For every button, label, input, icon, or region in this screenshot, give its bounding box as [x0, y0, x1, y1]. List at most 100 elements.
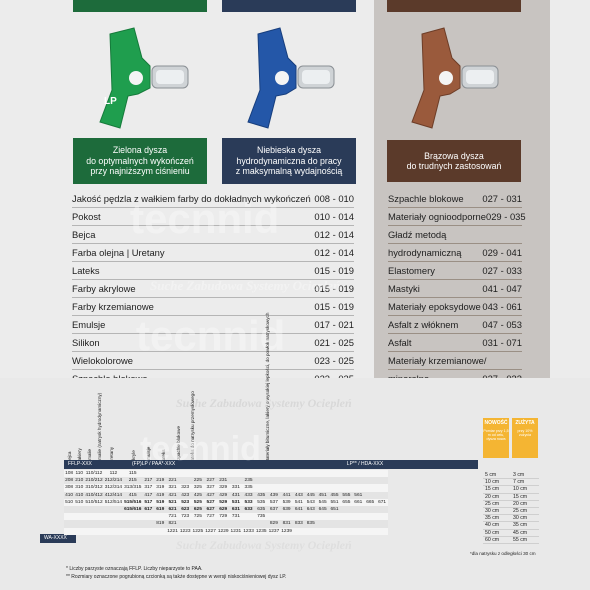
fan-width-row: 5 cm 3 cm	[483, 472, 539, 480]
table-cell: 1225	[192, 528, 204, 534]
table-cell	[179, 477, 192, 484]
table-cell: 108	[65, 471, 74, 477]
table-row: 819 821 829 831 833 835	[64, 520, 389, 528]
table-cell: 523	[181, 499, 190, 505]
table-cell	[255, 484, 268, 491]
fan-width-worn: 15 cm	[513, 493, 528, 500]
fan-width-worn: 3 cm	[513, 472, 525, 478]
table-cell: 451	[318, 492, 327, 498]
table-cell: 725	[193, 514, 202, 520]
fan-width-new: 15 cm	[485, 486, 500, 493]
fan-width-row: 60 cm 55 cm	[483, 537, 539, 544]
fan-width-note: *dla natrysku z odległości 30 cm	[470, 551, 536, 556]
application-name: Elastomery	[388, 265, 435, 276]
table-cell	[179, 520, 192, 527]
table-cell: 819	[156, 521, 165, 527]
table-cell	[74, 528, 84, 535]
table-cell: 727	[206, 514, 215, 520]
table-cell: 1231	[230, 528, 242, 534]
svg-text:LP: LP	[104, 96, 117, 107]
table-cell: 1229	[217, 528, 229, 534]
application-name: Jakość pędzla z wałkiem farby do dokładn…	[72, 193, 311, 204]
table-cell: 631	[231, 507, 240, 513]
table-cell	[64, 520, 74, 527]
caption-line: do optymalnych wykończeń	[86, 155, 194, 166]
table-cell: 661	[354, 499, 363, 505]
table-cell: 445	[306, 492, 315, 498]
table-cell: 1233	[243, 528, 254, 534]
worn-tip-title: ZUŻYTA	[515, 420, 535, 426]
table-cell: 410/412	[85, 492, 103, 498]
table-cell: 313/315	[124, 485, 142, 491]
table-cell	[352, 513, 364, 520]
table-cell: 429	[219, 492, 228, 498]
table-cell	[376, 528, 388, 535]
table-cell: 112	[109, 471, 118, 477]
table-cell: 621	[168, 507, 177, 513]
table-cell: 208	[65, 478, 74, 484]
brown-column-bar	[387, 0, 521, 12]
table-cell: 115	[128, 471, 137, 477]
table-cell	[364, 528, 376, 535]
application-name: Gładź metodą	[388, 229, 447, 240]
caption-line: hydrodynamiczna do pracy	[236, 155, 342, 166]
list-item: Farby krzemianowe 015 - 019	[72, 298, 354, 316]
table-cell	[317, 477, 329, 484]
table-cell	[317, 484, 329, 491]
table-cell: 515/516	[124, 499, 142, 505]
caption-line: z maksymalną wydajnością	[235, 166, 343, 177]
table-cell	[293, 528, 305, 535]
table-cell	[293, 513, 305, 520]
table-cell: 533	[244, 499, 253, 505]
table-cell: 327	[206, 485, 215, 491]
table-cell: 651	[330, 507, 339, 513]
table-cell: 427	[206, 492, 215, 498]
table-cell: 735	[257, 514, 266, 520]
table-cell: 325	[193, 485, 202, 491]
tip-range: 027 - 031	[482, 193, 522, 204]
table-cell	[352, 484, 364, 491]
new-tip-header: NOWOŚĆ Pomiar przy 1,5 m od celu, dysza …	[483, 418, 509, 458]
fan-width-list: 5 cm 3 cm 10 cm 7 cm 15 cm 10 cm 20 cm 15 cm 25 …	[483, 472, 539, 544]
application-name: Materiały krzemianowe/	[388, 355, 487, 366]
table-cell: 423	[181, 492, 190, 498]
table-row: 308 310 310/312 312/314 313/315 317 319 321 323 3…	[64, 484, 389, 492]
table-cell: 410	[65, 492, 74, 498]
table-cell	[192, 520, 205, 527]
table-cell	[74, 520, 84, 527]
table-cell: 729	[219, 514, 228, 520]
table-cell	[340, 520, 352, 527]
fan-width-new: 35 cm	[485, 515, 500, 522]
table-cell	[293, 477, 305, 484]
table-cell	[154, 470, 166, 477]
list-item: Asfalt z włóknem 047 - 053	[388, 316, 522, 334]
table-cell: 510/512	[85, 499, 103, 505]
table-cell	[340, 506, 352, 513]
table-cell: 671	[378, 499, 387, 505]
table-cell	[364, 470, 376, 477]
tip-range: 029 - 035	[485, 211, 526, 222]
application-list-right: Szpachle blokowe 027 - 031 Materiały ognio…	[388, 190, 526, 388]
tip-range: 027 - 033	[482, 265, 522, 276]
tip-range: 043 - 061	[482, 301, 522, 312]
table-cell: 443	[294, 492, 303, 498]
application-name: Lateks	[72, 265, 100, 276]
table-cell: 210/212	[85, 478, 103, 484]
table-cell: 555	[342, 492, 351, 498]
fan-width-new: 60 cm	[485, 536, 500, 543]
table-cell: 641	[294, 507, 303, 513]
table-cell: 319	[156, 485, 165, 491]
table-row: 108 110 110/112 112 115	[64, 470, 389, 478]
table-cell: 633	[244, 507, 253, 513]
table-cell: 310/312	[85, 485, 103, 491]
table-cell	[317, 470, 329, 477]
table-row: 1221 1223 1225 1227 1229 1231 1233 1235 1237 1239	[64, 527, 389, 535]
application-name: Materiały ognioodporne	[388, 211, 486, 222]
blue-tip-icon	[247, 27, 335, 129]
table-cell	[242, 470, 255, 477]
table-cell: 215	[128, 478, 137, 484]
table-cell: 425	[193, 492, 202, 498]
table-cell	[376, 506, 388, 513]
caption-line: przy najniższym ciśnieniu	[90, 166, 190, 177]
application-name: Materiały epoksydowe	[388, 301, 481, 312]
